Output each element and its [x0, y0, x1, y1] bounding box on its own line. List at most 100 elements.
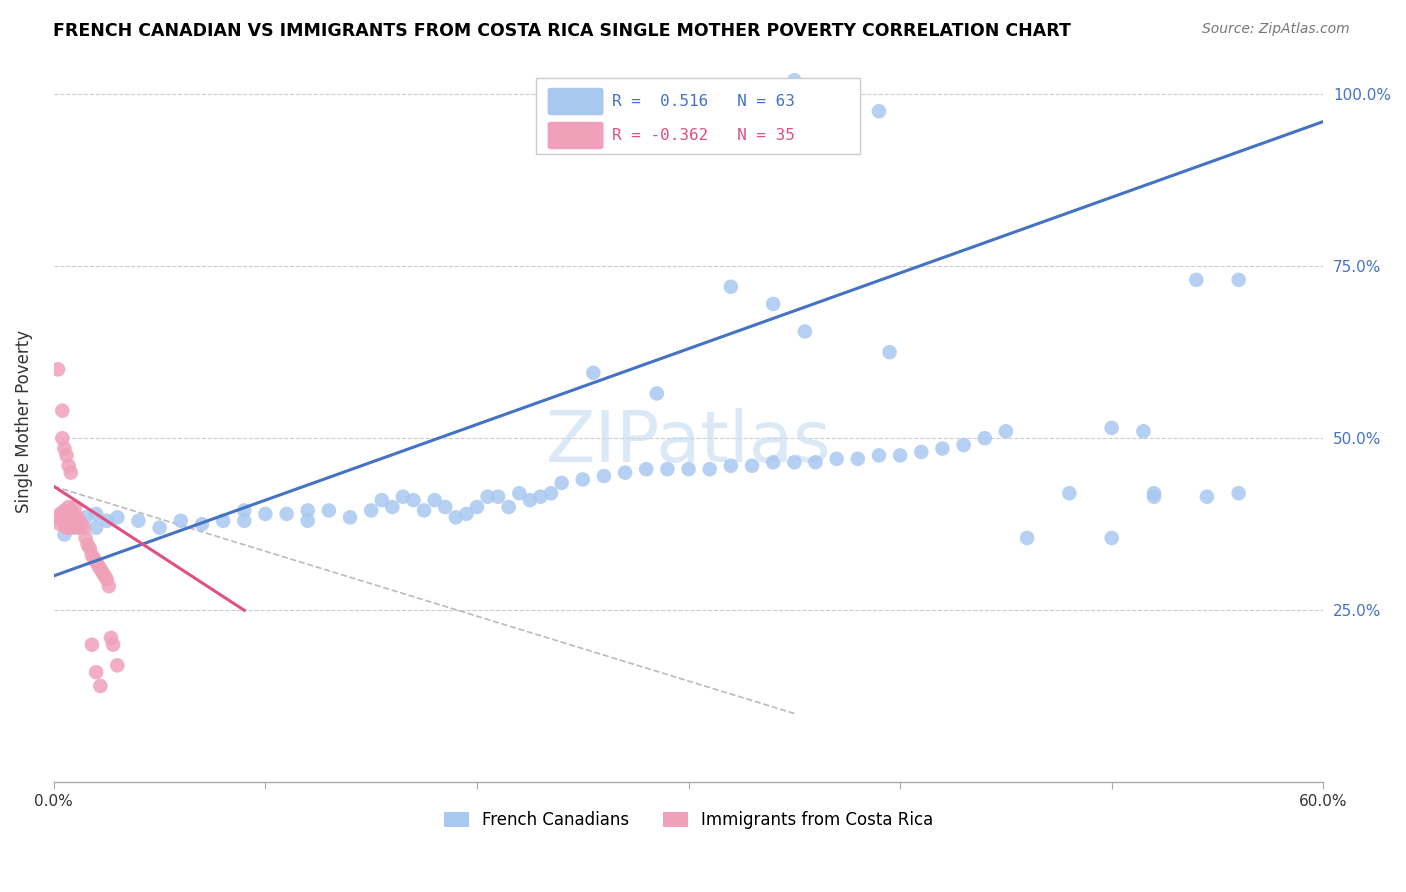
Point [93, 569, 115, 583]
Point [62, 507, 84, 521]
Point [825, 451, 848, 466]
Point [89, 562, 111, 576]
Point [55, 521, 77, 535]
Point [720, 458, 742, 473]
Point [62, 514, 84, 528]
Point [636, 462, 658, 476]
Point [678, 462, 700, 476]
Point [1143, 486, 1166, 500]
Point [1059, 486, 1081, 500]
Point [212, 514, 235, 528]
Point [477, 490, 499, 504]
Point [1195, 490, 1218, 504]
Point [276, 507, 298, 521]
Point [465, 500, 488, 514]
Point [75, 531, 97, 545]
Point [170, 514, 193, 528]
Point [84, 507, 107, 521]
Point [699, 462, 721, 476]
Point [339, 510, 361, 524]
Point [59, 466, 82, 480]
Point [70, 517, 93, 532]
Point [804, 455, 827, 469]
Point [973, 431, 995, 445]
Point [486, 490, 509, 504]
Text: FRENCH CANADIAN VS IMMIGRANTS FROM COSTA RICA SINGLE MOTHER POVERTY CORRELATION : FRENCH CANADIAN VS IMMIGRANTS FROM COSTA… [53, 22, 1071, 40]
Point [53, 442, 76, 456]
Point [868, 104, 890, 119]
Text: Source: ZipAtlas.com: Source: ZipAtlas.com [1202, 22, 1350, 37]
Point [297, 503, 319, 517]
Point [127, 514, 149, 528]
Point [1185, 273, 1208, 287]
Point [96, 514, 118, 528]
Point [297, 514, 319, 528]
Point [846, 451, 869, 466]
Point [83, 551, 105, 566]
Point [51, 403, 73, 417]
Text: ZIPatlas: ZIPatlas [546, 409, 831, 477]
Point [1101, 531, 1123, 545]
Point [58, 458, 80, 473]
Point [91, 566, 114, 580]
Point [84, 665, 107, 680]
Point [1101, 421, 1123, 435]
Point [741, 458, 763, 473]
Y-axis label: Single Mother Poverty: Single Mother Poverty [15, 329, 32, 513]
Point [1015, 531, 1038, 545]
FancyBboxPatch shape [548, 121, 603, 149]
Point [58, 500, 80, 514]
Point [46, 362, 69, 376]
Point [191, 517, 214, 532]
Point [75, 510, 97, 524]
Point [96, 572, 118, 586]
Point [51, 514, 73, 528]
Point [1143, 490, 1166, 504]
Point [67, 521, 90, 535]
Point [254, 507, 277, 521]
Point [233, 503, 256, 517]
Point [63, 521, 86, 535]
Point [84, 521, 107, 535]
Point [87, 558, 110, 573]
Point [519, 493, 541, 508]
Point [149, 521, 172, 535]
Point [413, 503, 436, 517]
Point [392, 490, 415, 504]
Point [879, 345, 901, 359]
Point [645, 386, 668, 401]
Point [67, 514, 90, 528]
Point [76, 538, 98, 552]
Point [498, 500, 520, 514]
Point [402, 493, 425, 508]
Point [101, 638, 124, 652]
Point [783, 73, 806, 87]
Point [582, 366, 605, 380]
Point [49, 507, 72, 521]
Point [889, 449, 911, 463]
Point [571, 473, 593, 487]
Point [423, 493, 446, 508]
Point [59, 503, 82, 517]
Point [952, 438, 974, 452]
Point [657, 462, 679, 476]
Point [63, 517, 86, 532]
Point [318, 503, 340, 517]
Point [59, 521, 82, 535]
Point [105, 658, 128, 673]
Point [49, 517, 72, 532]
Point [456, 507, 478, 521]
Point [53, 503, 76, 517]
Point [434, 500, 457, 514]
Point [233, 514, 256, 528]
Point [58, 510, 80, 524]
Point [105, 510, 128, 524]
Point [762, 455, 785, 469]
Text: R =  0.516   N = 63: R = 0.516 N = 63 [613, 94, 796, 109]
Point [360, 503, 382, 517]
Point [80, 548, 103, 562]
Point [1227, 273, 1250, 287]
Point [550, 475, 572, 490]
Point [51, 431, 73, 445]
Point [508, 486, 530, 500]
